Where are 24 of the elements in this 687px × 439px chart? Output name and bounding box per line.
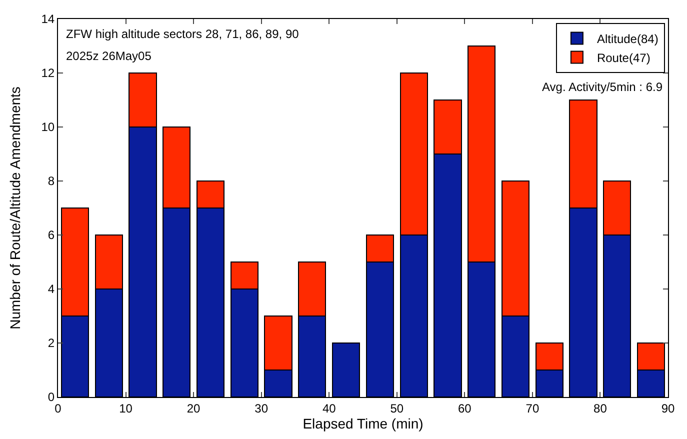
x-tick-label: 90: [661, 401, 675, 416]
x-tick-label: 50: [390, 401, 404, 416]
x-tick-label: 40: [322, 401, 336, 416]
y-tick-label: 10: [41, 120, 55, 134]
annotation: Avg. Activity/5min : 6.9: [542, 80, 663, 94]
y-axis-title: Number of Route/Altitude Amendments: [7, 86, 23, 330]
legend-label: Altitude(84): [596, 32, 658, 46]
legend-label: Route(47): [596, 50, 650, 65]
y-tick-label: 4: [48, 282, 55, 296]
y-tick-label: 14: [41, 12, 55, 26]
x-tick-label: 70: [526, 401, 540, 416]
y-tick-label: 8: [48, 174, 55, 188]
x-tick-label: 20: [186, 401, 201, 416]
y-tick-label: 0: [48, 390, 55, 404]
y-tick-label: 2: [48, 336, 55, 350]
y-tick-label: 12: [41, 66, 55, 80]
annotation: 2025z 26May05: [66, 49, 152, 63]
x-tick-label: 80: [594, 401, 608, 416]
annotation: ZFW high altitude sectors 28, 71, 86, 89, 90: [66, 27, 300, 41]
x-tick-label: 30: [254, 401, 268, 416]
y-tick-label: 6: [48, 228, 55, 242]
x-axis-title: Elapsed Time (min): [302, 415, 424, 432]
x-tick-label: 60: [458, 401, 472, 416]
x-tick-label: 10: [119, 401, 133, 416]
